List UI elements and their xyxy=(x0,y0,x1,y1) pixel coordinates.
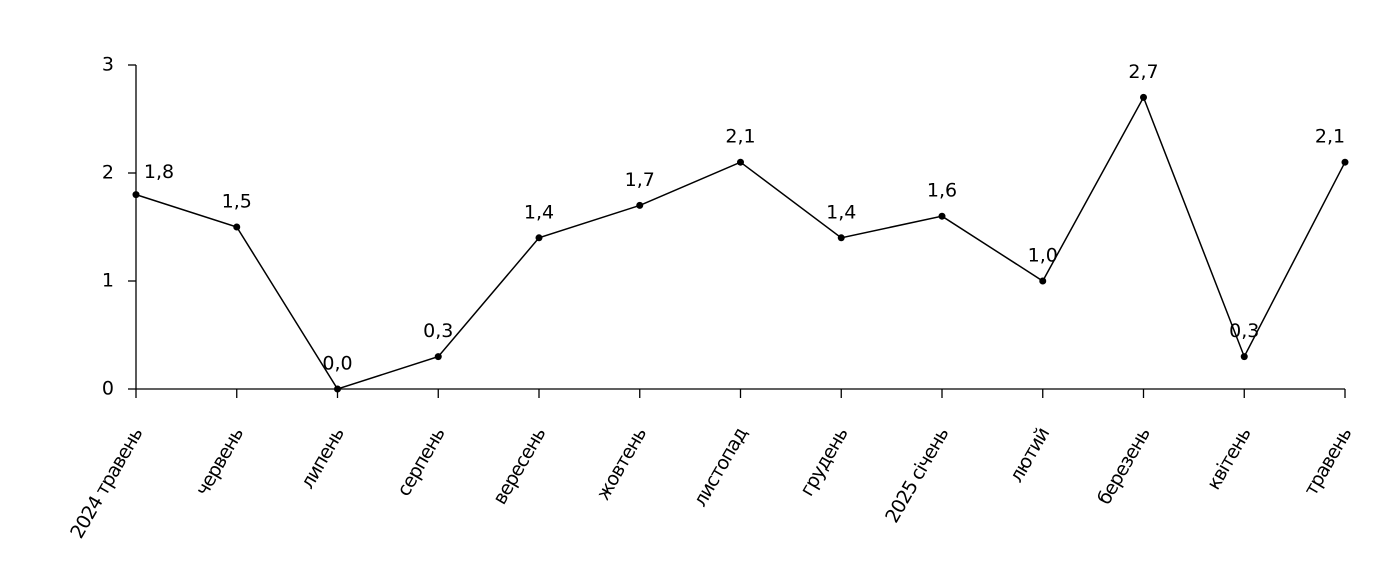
x-tick-label: 2025 січень xyxy=(881,424,953,527)
point xyxy=(1140,93,1147,101)
data-label: 1,6 xyxy=(927,180,957,202)
point xyxy=(1240,353,1248,361)
x-tick-label: серпень xyxy=(393,424,450,501)
x-tick-label: вересень xyxy=(489,424,551,509)
data-label: 2,7 xyxy=(1128,61,1158,83)
data-label: 1,4 xyxy=(524,201,554,223)
data-label: 1,8 xyxy=(144,161,174,183)
data-label: 0,0 xyxy=(322,353,352,375)
data-label: 2,1 xyxy=(725,126,755,148)
point xyxy=(1039,277,1047,285)
point xyxy=(737,158,744,166)
data-label: 0,3 xyxy=(423,320,453,342)
x-tick-label: грудень xyxy=(796,424,853,500)
point xyxy=(837,234,845,242)
data-label: 1,7 xyxy=(625,169,655,191)
x-tick-label: листопад xyxy=(689,424,752,511)
point xyxy=(1341,158,1349,166)
data-label: 1,0 xyxy=(1028,245,1058,267)
point xyxy=(233,223,241,231)
x-tick-label: березень xyxy=(1093,424,1155,509)
y-tick-label: 1 xyxy=(102,270,114,292)
data-label: 1,5 xyxy=(222,191,252,213)
point xyxy=(132,191,140,199)
x-tick-label: червень xyxy=(192,424,249,500)
point xyxy=(334,385,341,393)
data-label: 1,4 xyxy=(826,201,856,223)
point xyxy=(938,212,946,220)
point xyxy=(434,353,442,361)
x-tick-label: лютий xyxy=(1005,424,1054,486)
point xyxy=(636,201,644,209)
y-tick-label: 3 xyxy=(102,54,114,76)
data-label: 2,1 xyxy=(1315,126,1345,148)
data-label: 0,3 xyxy=(1229,320,1259,342)
x-tick-label: липень xyxy=(296,424,349,493)
x-tick-label: квітень xyxy=(1203,424,1256,494)
x-tick-label: травень xyxy=(1300,424,1357,500)
x-tick-label: жовтень xyxy=(592,424,651,504)
y-tick-label: 2 xyxy=(102,162,114,184)
point xyxy=(535,234,543,242)
y-tick-label: 0 xyxy=(102,378,114,400)
x-tick-label: 2024 травень xyxy=(66,424,147,543)
